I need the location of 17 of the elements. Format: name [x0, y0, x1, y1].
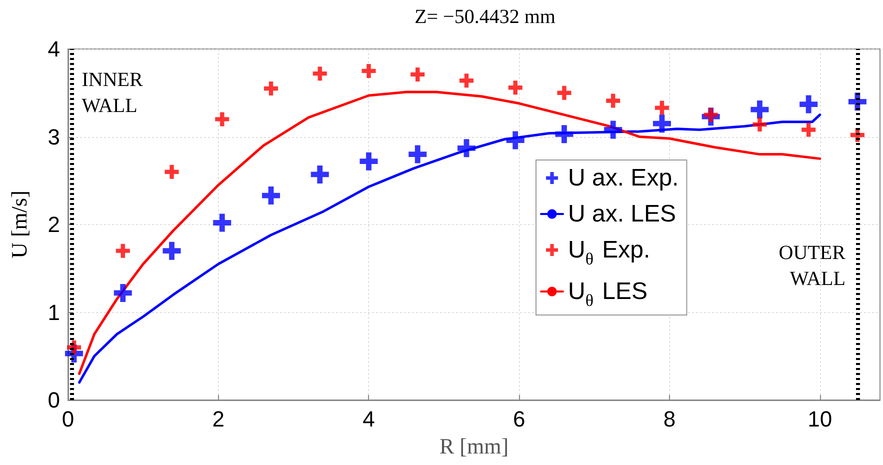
legend-label: U ax. LES: [568, 200, 676, 228]
y-tick-label: 2: [48, 212, 60, 237]
legend-label: U ax. Exp.: [568, 164, 679, 192]
y-tick-label: 0: [48, 388, 60, 412]
ref-line-label: OUTER WALL: [778, 242, 846, 290]
ref-line-label: INNER WALL: [82, 69, 144, 117]
x-tick-label: 4: [362, 406, 375, 432]
y-tick-label: 4: [48, 36, 60, 62]
x-axis-title: R [mm]: [439, 433, 509, 458]
x-tick-label: 2: [212, 406, 224, 432]
y-tick-label: 3: [48, 124, 60, 150]
y-axis-title: U [m/s]: [6, 190, 32, 258]
x-tick-label: 6: [512, 406, 526, 432]
x-tick-label: 10: [808, 406, 832, 432]
x-tick-label: 8: [663, 406, 676, 432]
y-tick-label: 1: [48, 300, 60, 325]
chart-title: Z= −50.4432 mm: [414, 6, 556, 28]
